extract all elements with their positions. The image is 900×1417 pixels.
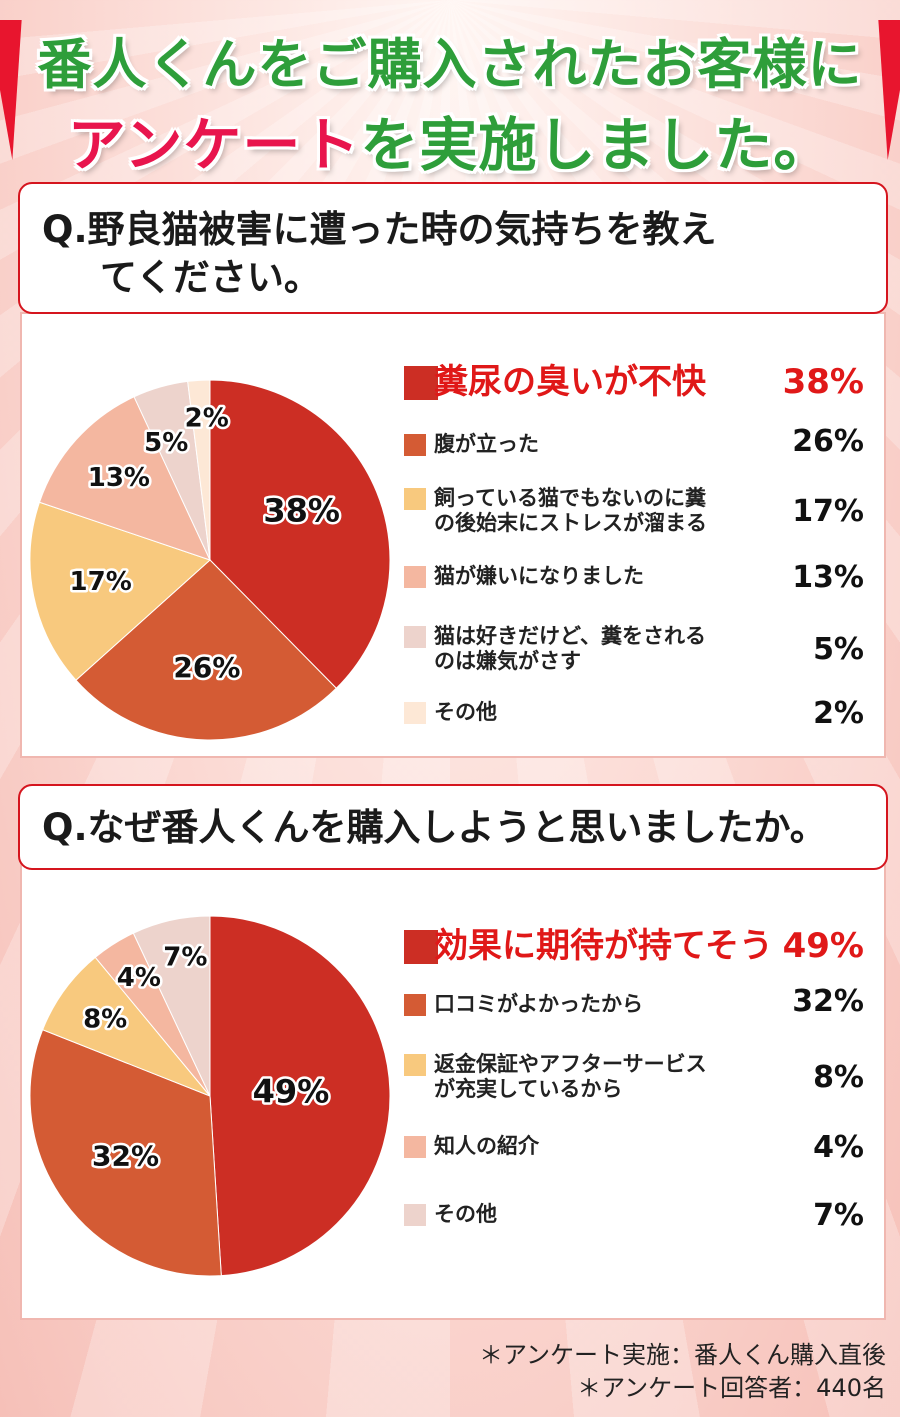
legend2-label-3-line-1: 返金保証やアフターサービス [434,1052,707,1076]
pie2-slice-1 [209,915,391,1277]
legend1-item-5: 猫は好きだけど、糞をされる のは嫌気がさす 5% [404,624,864,680]
legend1-label-2: 腹が立った [434,432,539,457]
pie2-label-5: 7% [163,942,207,972]
question-2-text: Q.なぜ番人くんを購入しようと思いましたか。 [42,806,827,849]
pie2-slice-5 [132,915,211,1097]
legend2-label-2: 口コミがよかったから [434,992,643,1017]
question-1-line2: てください。 [100,256,321,299]
pie-chart-1: 38% 26% 17% 13% 5%2% [29,379,391,741]
legend1-label-4-line-1: 猫が嫌いになりました [434,564,644,588]
legend1-value-4: 13% [792,560,864,595]
legend1-item-4: 猫が嫌いになりました 13% [404,560,864,598]
legend1-label-3-line-1: 飼っている猫でもないのに糞 [434,486,706,510]
legend1-label-6: その他 [434,700,497,725]
question-1-line1: Q.野良猫被害に遭った時の気持ちを教え [42,208,717,251]
headline-line1: 番人くんをご購入されたお客様に [37,33,863,96]
pie1-label-5: 5% [144,428,188,458]
pie1-slice-3 [29,501,211,681]
legend1-value-5: 5% [813,632,864,667]
legend1-swatch-3 [404,488,426,510]
legend1-item-2: 腹が立った 26% [404,424,864,466]
footnote-respondents: ＊アンケート回答者：440名 [577,1374,886,1402]
question-box-1: Q.野良猫被害に遭った時の気持ちを教え てください。 [18,182,888,314]
pie1-label-6: 2% [185,403,229,433]
legend1-value-1: 38% [782,362,864,402]
legend1-swatch-4 [404,566,426,588]
legend1-item-1: 糞尿の臭いが不快 38% [404,362,864,408]
legend2-label-3-line-2: が充実しているから [434,1077,623,1101]
legend2-value-1: 49% [782,926,864,966]
legend1-label-1: 糞尿の臭いが不快 [434,362,706,402]
legend2-item-5: その他 7% [404,1198,864,1236]
pie2-label-2: 32% [92,1139,159,1172]
pie1-slice-1 [209,379,391,689]
legend-1: 糞尿の臭いが不快 38% 腹が立った 26% 飼っている猫でもないのに糞 の後始末にストレ… [404,362,864,742]
legend2-value-4: 4% [813,1130,864,1165]
pie1-slice-6 [187,379,211,561]
legend2-label-5: その他 [434,1202,497,1227]
pie2-label-4: 4% [117,963,161,993]
pie1-slice-2 [75,559,337,741]
legend2-swatch-3 [404,1054,426,1076]
legend2-item-3: 返金保証やアフターサービス が充実しているから 8% [404,1052,864,1108]
pie2-label-3: 8% [83,1004,127,1034]
pie-chart-2: 49% 32% 8% 4%7% [29,915,391,1277]
legend2-item-2: 口コミがよかったから 32% [404,984,864,1026]
legend-2: 効果に期待が持てそう 49% 口コミがよかったから 32% 返金保証やアフターサービスが… [404,926,864,1246]
question-box-2: Q.なぜ番人くんを購入しようと思いましたか。 [18,784,888,870]
headline-line2: アンケートを実施しました。 [0,98,900,182]
headline-rest: を実施しました。 [360,111,833,179]
legend2-label-3: 返金保証やアフターサービス が充実しているから [434,1052,707,1102]
legend2-label-1: 効果に期待が持てそう [434,926,773,966]
legend1-label-5-line-1: 猫は好きだけど、糞をされる [434,624,706,648]
pie1-label-4: 13% [88,463,150,493]
legend1-item-3: 飼っている猫でもないのに糞 の後始末にストレスが溜まる 17% [404,486,864,542]
legend2-item-4: 知人の紹介 4% [404,1130,864,1168]
pie1-label-1: 38% [263,491,340,529]
legend2-swatch-5 [404,1204,426,1226]
legend2-label-5-line-1: その他 [434,1202,497,1226]
pie2-slice-3 [41,956,211,1097]
pie2-slice-2 [29,1029,222,1277]
legend2-swatch-4 [404,1136,426,1158]
legend1-label-5: 猫は好きだけど、糞をされる のは嫌気がさす [434,624,706,674]
footnote-survey-timing: ＊アンケート実施：番人くん購入直後 [478,1341,886,1369]
headline-highlight: アンケート [67,111,361,179]
legend1-swatch-6 [404,702,426,724]
legend2-value-3: 8% [813,1060,864,1095]
legend1-label-3: 飼っている猫でもないのに糞 の後始末にストレスが溜まる [434,486,707,536]
legend1-swatch-5 [404,626,426,648]
legend1-label-3-line-2: の後始末にストレスが溜まる [434,511,707,535]
pie1-label-3: 17% [70,567,132,597]
pie1-slice-4 [38,396,211,561]
legend1-value-3: 17% [792,494,864,529]
legend2-value-5: 7% [813,1198,864,1233]
legend1-label-6-line-1: その他 [434,700,497,724]
pie1-label-2: 26% [173,651,240,684]
pie2-label-1: 49% [253,1072,330,1110]
legend2-label-4-line-1: 知人の紹介 [434,1134,539,1158]
legend2-swatch-2 [404,994,426,1016]
legend1-item-6: その他 2% [404,696,864,734]
legend2-label-4: 知人の紹介 [434,1134,539,1159]
legend1-value-6: 2% [813,696,864,731]
legend1-swatch-2 [404,434,426,456]
legend2-item-1: 効果に期待が持てそう 49% [404,926,864,972]
legend2-label-2-line-1: 口コミがよかったから [434,992,643,1016]
legend1-label-2-line-1: 腹が立った [434,432,539,456]
legend1-label-5-line-2: のは嫌気がさす [434,649,581,673]
legend1-value-2: 26% [792,424,864,459]
legend1-label-4: 猫が嫌いになりました [434,564,644,589]
legend1-label-1-line-1: 糞尿の臭いが不快 [434,362,706,402]
legend2-swatch-1 [404,930,438,964]
legend2-value-2: 32% [792,984,864,1019]
legend1-swatch-1 [404,366,438,400]
legend2-label-1-line-1: 効果に期待が持てそう [434,926,773,966]
